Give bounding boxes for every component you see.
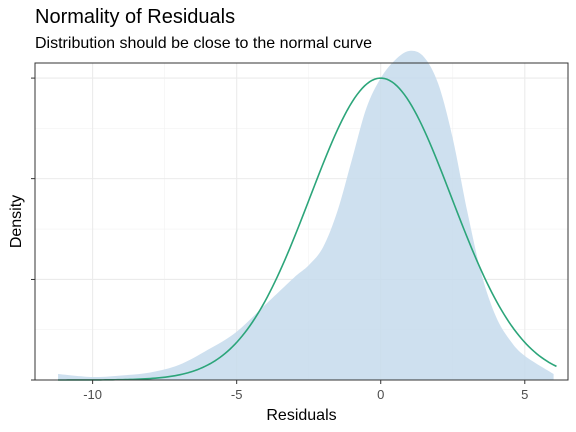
- x-tick-label: 5: [521, 387, 528, 402]
- x-tick-label: -10: [83, 387, 102, 402]
- y-axis-ticks: [31, 77, 35, 381]
- chart-title: Normality of Residuals: [35, 6, 236, 28]
- chart-subtitle: Distribution should be close to the norm…: [35, 35, 373, 52]
- density-area-series: [58, 50, 554, 380]
- normal-curve-series: [58, 77, 557, 381]
- panel-border: [34, 62, 569, 381]
- density-area: [58, 50, 554, 380]
- x-tick-label: -5: [231, 387, 243, 402]
- y-axis-title: Density: [8, 195, 25, 248]
- x-tick-label: 0: [377, 387, 384, 402]
- normal-curve-line: [58, 77, 557, 381]
- x-axis-title: Residuals: [266, 407, 336, 424]
- x-axis-ticks: -10 -5 0 5: [83, 380, 528, 402]
